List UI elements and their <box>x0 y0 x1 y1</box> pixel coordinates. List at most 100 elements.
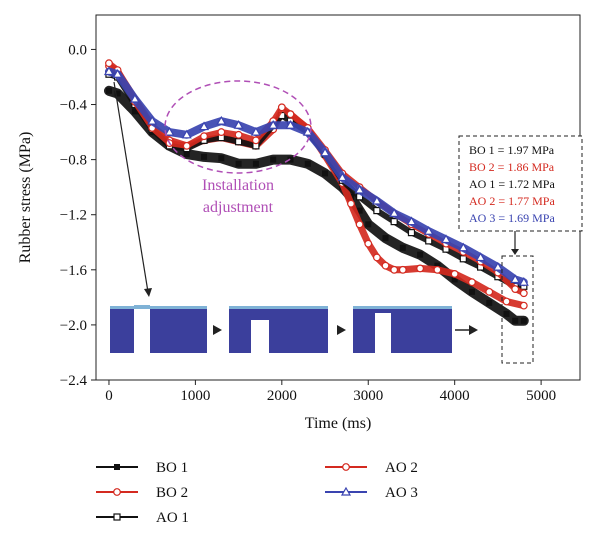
inset-image-2 <box>229 306 328 353</box>
data-point <box>114 90 121 97</box>
y-tick-label: −0.4 <box>60 98 88 114</box>
data-point <box>468 278 476 287</box>
legend-swatch-marker <box>340 486 352 496</box>
data-point <box>502 297 511 306</box>
data-point <box>181 129 192 139</box>
final-value-bo1: BO 1 = 1.97 MPa <box>469 143 555 157</box>
series-layer <box>103 59 529 326</box>
data-point <box>322 170 329 177</box>
data-point <box>365 221 372 228</box>
installation-label-line2: adjustment <box>203 199 274 216</box>
legend-label: AO 1 <box>156 510 189 526</box>
data-point <box>182 141 191 150</box>
data-point <box>285 119 296 129</box>
data-point <box>451 276 458 283</box>
data-point <box>510 274 521 284</box>
legend-item-ao-2: AO 2 <box>325 460 418 476</box>
data-point <box>337 172 348 182</box>
data-point <box>459 255 467 263</box>
data-point <box>354 184 365 194</box>
data-point <box>217 128 226 136</box>
data-point <box>287 156 294 163</box>
legend-swatch-marker <box>113 488 121 496</box>
data-point <box>131 108 138 115</box>
final-value-ao1: AO 1 = 1.72 MPa <box>469 177 555 191</box>
data-point <box>407 229 416 237</box>
legend-label: AO 2 <box>385 460 418 476</box>
inset-image-1 <box>110 305 207 353</box>
data-point <box>200 132 208 141</box>
data-point <box>252 160 259 167</box>
data-point <box>520 317 527 324</box>
legend: BO 1 BO 2 AO 1 AO 2 AO 3 <box>96 460 418 526</box>
inset-arrow-1 <box>213 325 222 335</box>
data-point <box>320 147 331 157</box>
data-point <box>492 261 503 271</box>
x-tick-label: 5000 <box>526 388 556 404</box>
data-point <box>519 301 528 310</box>
data-point <box>486 299 493 306</box>
data-point <box>390 218 398 226</box>
data-point <box>381 261 390 270</box>
installation-ellipse <box>164 80 312 174</box>
data-point <box>423 226 434 235</box>
x-tick-label: 1000 <box>180 388 210 404</box>
data-point <box>250 126 261 136</box>
data-point <box>286 110 295 119</box>
legend-label: BO 1 <box>156 460 188 476</box>
data-point <box>371 195 382 205</box>
annotation-layer: Installation adjustment BO 1 = 1.97 MPa … <box>113 80 583 364</box>
x-tick-label: 2000 <box>267 388 297 404</box>
data-point <box>234 130 243 139</box>
x-tick-label: 0 <box>105 388 113 404</box>
x-tick-label: 4000 <box>440 388 470 404</box>
data-point <box>251 136 260 145</box>
legend-swatch-marker <box>342 463 350 471</box>
data-point <box>485 287 494 296</box>
data-point <box>183 151 190 158</box>
y-tick-label: 0.0 <box>68 42 87 58</box>
data-point <box>389 208 400 217</box>
data-point <box>347 199 355 208</box>
data-point <box>458 242 469 252</box>
data-point <box>441 234 452 244</box>
data-point <box>103 66 114 76</box>
legend-item-ao-3: AO 3 <box>325 485 418 501</box>
final-values-box <box>458 135 583 232</box>
data-point <box>519 289 528 298</box>
data-point <box>355 220 364 229</box>
data-point <box>382 235 389 242</box>
axes: 0 1000 2000 3000 4000 5000 0.0 −0.4 −0.8 −1.2 −1.6… <box>17 14 581 432</box>
legend-swatch-marker <box>114 464 120 470</box>
data-point <box>105 87 112 94</box>
data-point <box>511 285 520 293</box>
data-point <box>164 126 175 136</box>
legend-label: AO 3 <box>385 485 418 501</box>
data-point <box>277 103 286 112</box>
end-values-region <box>501 255 534 364</box>
data-point <box>512 317 519 324</box>
data-point <box>356 207 363 214</box>
legend-label: BO 2 <box>156 485 188 501</box>
data-point <box>270 156 277 163</box>
final-value-bo2: BO 2 = 1.86 MPa <box>469 160 555 174</box>
y-tick-label: −2.4 <box>60 373 88 389</box>
data-point <box>475 252 486 262</box>
data-point <box>302 126 313 136</box>
data-point <box>105 59 113 68</box>
data-point <box>233 119 244 129</box>
data-point <box>372 253 381 262</box>
y-tick-label: −0.8 <box>60 153 87 169</box>
data-point <box>433 265 442 274</box>
data-point <box>406 216 417 226</box>
data-point <box>147 115 158 125</box>
inset-arrow-2 <box>337 325 346 335</box>
y-axis-label: Rubber stress (MPa) <box>17 132 34 264</box>
data-point <box>518 276 529 286</box>
start-pointer-head <box>144 288 152 297</box>
inset-image-3 <box>353 306 452 353</box>
data-point <box>268 119 279 129</box>
data-point <box>417 251 424 258</box>
